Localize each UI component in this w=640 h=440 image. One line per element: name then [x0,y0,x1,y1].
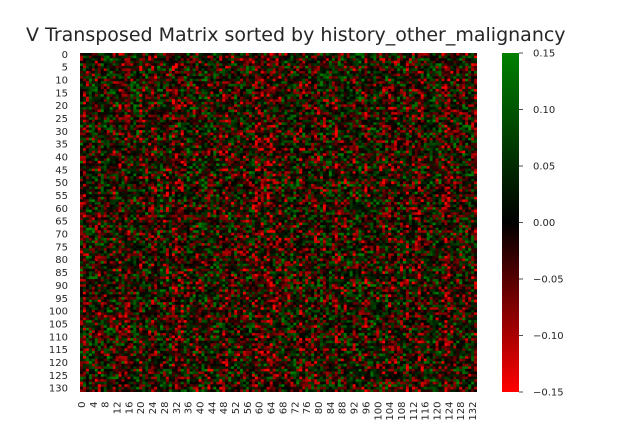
y-tick-label: 35 [55,140,68,151]
colorbar-ticks: 0.15 0.10 0.05 0.00 −0.05 −0.10 −0.15 [519,49,564,399]
y-tick-label: 15 [55,88,68,99]
colorbar-tick-label: 0.00 [533,218,555,229]
x-tick-label: 0 [77,402,88,408]
x-tick-label: 116 [421,402,432,421]
x-tick-label: 56 [243,402,254,415]
x-tick-label: 128 [456,402,467,421]
y-tick-label: 55 [55,191,68,202]
x-tick-label: 32 [172,402,183,415]
x-tick-label: 16 [124,402,135,415]
x-tick-label: 72 [290,402,301,415]
x-tick-label: 60 [255,402,266,415]
x-tick-label: 88 [338,402,349,415]
x-tick-label: 8 [101,402,112,408]
y-tick-label: 50 [55,178,68,189]
colorbar-tick-label: −0.10 [533,331,564,342]
y-tick-label: 75 [55,242,68,253]
y-tick-label: 95 [55,294,68,305]
x-tick-label: 124 [444,402,455,421]
x-tick-label: 24 [148,402,159,415]
x-tick-label: 4 [89,402,100,408]
x-tick-label: 12 [113,402,124,415]
x-tick-label: 104 [385,402,396,421]
y-tick-label: 70 [55,230,68,241]
x-tick-label: 68 [278,402,289,415]
y-tick-label: 105 [49,319,68,330]
x-tick-label: 132 [468,402,479,421]
x-tick-label: 20 [136,402,147,415]
y-tick-label: 100 [49,307,68,318]
y-tick-label: 115 [49,345,68,356]
chart-title: V Transposed Matrix sorted by history_ot… [26,24,566,46]
x-axis-ticks: 0 4 8 12 16 20 24 28 32 36 40 44 48 52 56 60 64 68 72 76 80 8… [77,402,479,421]
x-tick-label: 112 [409,402,420,421]
x-tick-label: 100 [373,402,384,421]
x-tick-label: 28 [160,402,171,415]
colorbar-tick-label: −0.15 [533,388,564,399]
x-tick-label: 76 [302,402,313,415]
y-tick-label: 5 [62,63,68,74]
y-tick-label: 45 [55,165,68,176]
colorbar-tick-label: 0.05 [533,162,555,173]
colorbar [502,53,519,392]
x-tick-label: 108 [397,402,408,421]
x-tick-label: 52 [231,402,242,415]
y-tick-label: 0 [62,50,68,61]
x-tick-label: 36 [184,402,195,415]
y-tick-label: 40 [55,153,68,164]
y-tick-label: 130 [49,384,68,395]
x-tick-label: 48 [219,402,230,415]
heatmap-cells [80,53,477,392]
x-tick-label: 80 [314,402,325,415]
y-tick-label: 110 [49,332,68,343]
x-tick-label: 84 [326,402,337,415]
x-tick-label: 44 [207,402,218,415]
y-tick-label: 65 [55,217,68,228]
x-tick-label: 96 [361,402,372,415]
y-tick-label: 125 [49,371,68,382]
y-tick-label: 25 [55,114,68,125]
y-tick-label: 30 [55,127,68,138]
y-tick-label: 80 [55,255,68,266]
x-tick-label: 64 [267,402,278,415]
x-tick-label: 120 [433,402,444,421]
x-tick-label: 92 [350,402,361,415]
colorbar-tick-label: 0.15 [533,49,555,60]
colorbar-tick-label: 0.10 [533,105,555,116]
x-tick-label: 40 [195,402,206,415]
y-tick-label: 90 [55,281,68,292]
colorbar-tick-label: −0.05 [533,275,564,286]
y-tick-label: 120 [49,358,68,369]
y-tick-label: 85 [55,268,68,279]
y-tick-label: 20 [55,101,68,112]
y-tick-label: 10 [55,75,68,86]
y-tick-label: 60 [55,204,68,215]
